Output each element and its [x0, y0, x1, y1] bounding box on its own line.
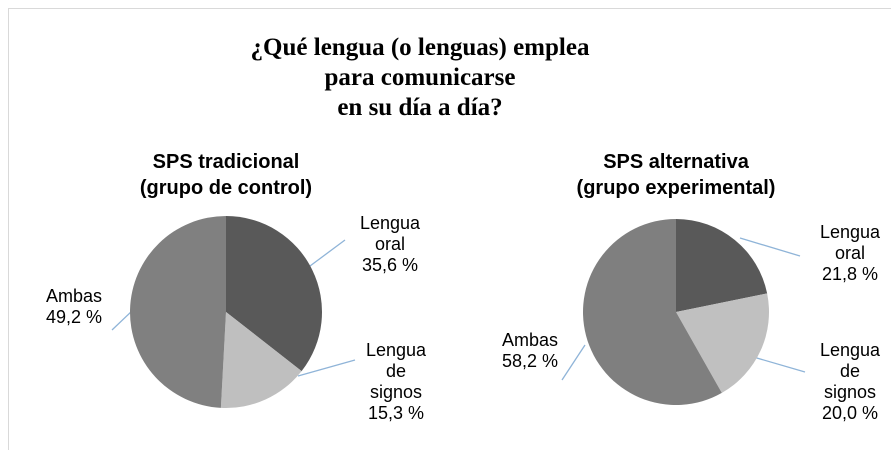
leader-line — [561, 344, 586, 381]
frame — [8, 8, 891, 450]
slice-label: Ambas 58,2 % — [492, 330, 568, 372]
main-title: ¿Qué lengua (o lenguas) emplea — [251, 34, 590, 61]
pie-slice — [226, 216, 323, 372]
leader-line — [111, 309, 134, 331]
pie-slice — [129, 216, 226, 408]
value-label: 49,2 % — [45, 307, 103, 327]
main-title: para comunicarse — [325, 64, 516, 91]
value-label: 58,2 % — [501, 351, 559, 371]
value-label: 15,3 % — [367, 403, 425, 423]
slice-label: Lengua oral 21,8 % — [812, 222, 888, 285]
category-label: Ambas — [501, 330, 559, 350]
leader-line — [739, 237, 801, 257]
value-label: 21,8 % — [821, 264, 879, 284]
slice-label: Lengua de signos 15,3 % — [358, 340, 434, 424]
pie-slice — [676, 293, 769, 393]
category-label: Lengua de signos — [365, 340, 427, 402]
pie-slice — [220, 312, 302, 408]
slice-label: Lengua oral 35,6 % — [352, 213, 428, 276]
slice-label: Lengua de signos 20,0 % — [812, 340, 888, 424]
category-label: Lengua oral — [359, 213, 421, 254]
value-label: 35,6 % — [361, 255, 419, 275]
leader-line — [297, 359, 356, 377]
pie-title: (grupo experimental) — [577, 177, 776, 199]
category-label: Ambas — [45, 286, 103, 306]
leader-line — [309, 239, 346, 267]
pie-slice — [583, 219, 722, 405]
value-label: 20,0 % — [821, 403, 879, 423]
pie-title: SPS alternativa — [603, 151, 750, 173]
slice-label: Ambas 49,2 % — [36, 286, 112, 328]
pie-title: SPS tradicional — [153, 151, 300, 173]
main-title: en su día a día? — [337, 94, 502, 121]
leader-line — [749, 355, 806, 373]
category-label: Lengua oral — [819, 222, 881, 263]
category-label: Lengua de signos — [819, 340, 881, 402]
pie-slice — [676, 219, 768, 312]
pie-title: (grupo de control) — [140, 177, 312, 199]
